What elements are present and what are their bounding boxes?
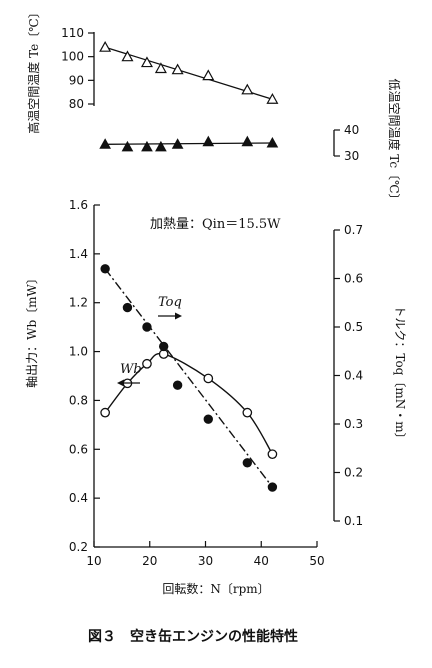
x-tick-label: 10 — [86, 554, 101, 568]
toq-curve — [104, 268, 273, 488]
tc-point — [202, 135, 215, 147]
left-tick-label: 1.0 — [69, 345, 88, 359]
toq-arrowhead — [175, 312, 182, 320]
te-tick-label: 80 — [69, 97, 84, 111]
tc-tick-label: 40 — [344, 123, 359, 137]
toq-point — [172, 380, 183, 390]
tc-tick-label: 30 — [344, 149, 359, 163]
te-tick-label: 90 — [69, 73, 84, 87]
x-axis-label: 回転数：N〔rpm〕 — [162, 581, 269, 596]
tc-point — [99, 138, 111, 149]
toq-point — [122, 302, 133, 313]
main-panel: 10 20 30 40 50 0.2 0.4 0.6 0.8 1.0 1.2 1.4 1.6 0.1 0… — [25, 198, 407, 596]
toq-point — [242, 458, 253, 468]
right-tick-label: 0.6 — [344, 272, 363, 286]
te-point — [171, 63, 184, 75]
tc-point — [121, 140, 134, 152]
x-tick-label: 40 — [254, 554, 269, 568]
left-axis-label: 軸出力：Wb〔mW〕 — [25, 272, 39, 388]
toq-point — [100, 264, 110, 274]
te-axis-label: 高温空間温度 Te〔℃〕 — [26, 6, 41, 133]
toq-point — [158, 341, 169, 352]
left-tick-label: 1.6 — [69, 198, 88, 212]
wb-point — [142, 358, 152, 369]
left-tick-label: 0.4 — [69, 491, 88, 505]
te-point — [140, 56, 153, 68]
tc-point — [241, 135, 254, 147]
wb-arrowhead — [117, 379, 124, 387]
left-tick-label: 0.8 — [69, 393, 88, 407]
wb-series-label: Wb — [120, 362, 142, 377]
tc-point — [141, 140, 153, 152]
x-tick-label: 20 — [142, 554, 157, 568]
te-point — [266, 93, 279, 104]
wb-point — [267, 449, 278, 460]
te-point — [241, 83, 254, 95]
tc-point — [155, 140, 167, 152]
right-tick-label: 0.3 — [344, 417, 363, 431]
left-tick-label: 0.2 — [69, 540, 88, 554]
wb-point — [203, 373, 214, 384]
te-point — [154, 62, 167, 74]
right-tick-label: 0.5 — [344, 320, 363, 334]
right-tick-label: 0.2 — [344, 466, 363, 480]
te-point — [202, 69, 215, 81]
x-tick-label: 30 — [198, 554, 213, 568]
figure-caption: 図３ 空き缶エンジンの性能特性 — [88, 628, 298, 645]
te-tick-label: 100 — [61, 50, 84, 64]
wb-point — [100, 407, 111, 418]
left-tick-label: 0.6 — [69, 442, 88, 456]
toq-point — [267, 482, 278, 492]
tc-point — [171, 138, 184, 149]
right-axis-label: トルク：Toq〔mN・m〕 — [393, 305, 407, 444]
te-tick-label: 110 — [61, 26, 84, 40]
x-tick-label: 50 — [309, 554, 324, 568]
tc-point — [266, 136, 279, 148]
wb-point — [242, 407, 253, 418]
heat-input-annotation: 加熱量：Qin＝15.5W — [150, 217, 281, 232]
toq-point — [142, 322, 152, 332]
left-tick-label: 1.2 — [69, 296, 88, 310]
right-tick-label: 0.7 — [344, 223, 363, 237]
right-tick-label: 0.1 — [344, 514, 363, 528]
te-point — [99, 40, 112, 52]
toq-series-label: Toq — [158, 295, 182, 310]
tc-axis-label: 低温空間温度 Tc〔℃〕 — [387, 78, 402, 205]
te-panel: 80 90 100 110 高温空間温度 Te〔℃〕 — [26, 6, 279, 134]
te-point — [121, 50, 134, 62]
left-tick-label: 1.4 — [69, 247, 88, 261]
right-tick-label: 0.4 — [344, 369, 363, 383]
tc-panel: 30 40 低温空間温度 Tc〔℃〕 — [99, 78, 402, 206]
toq-point — [203, 414, 213, 424]
